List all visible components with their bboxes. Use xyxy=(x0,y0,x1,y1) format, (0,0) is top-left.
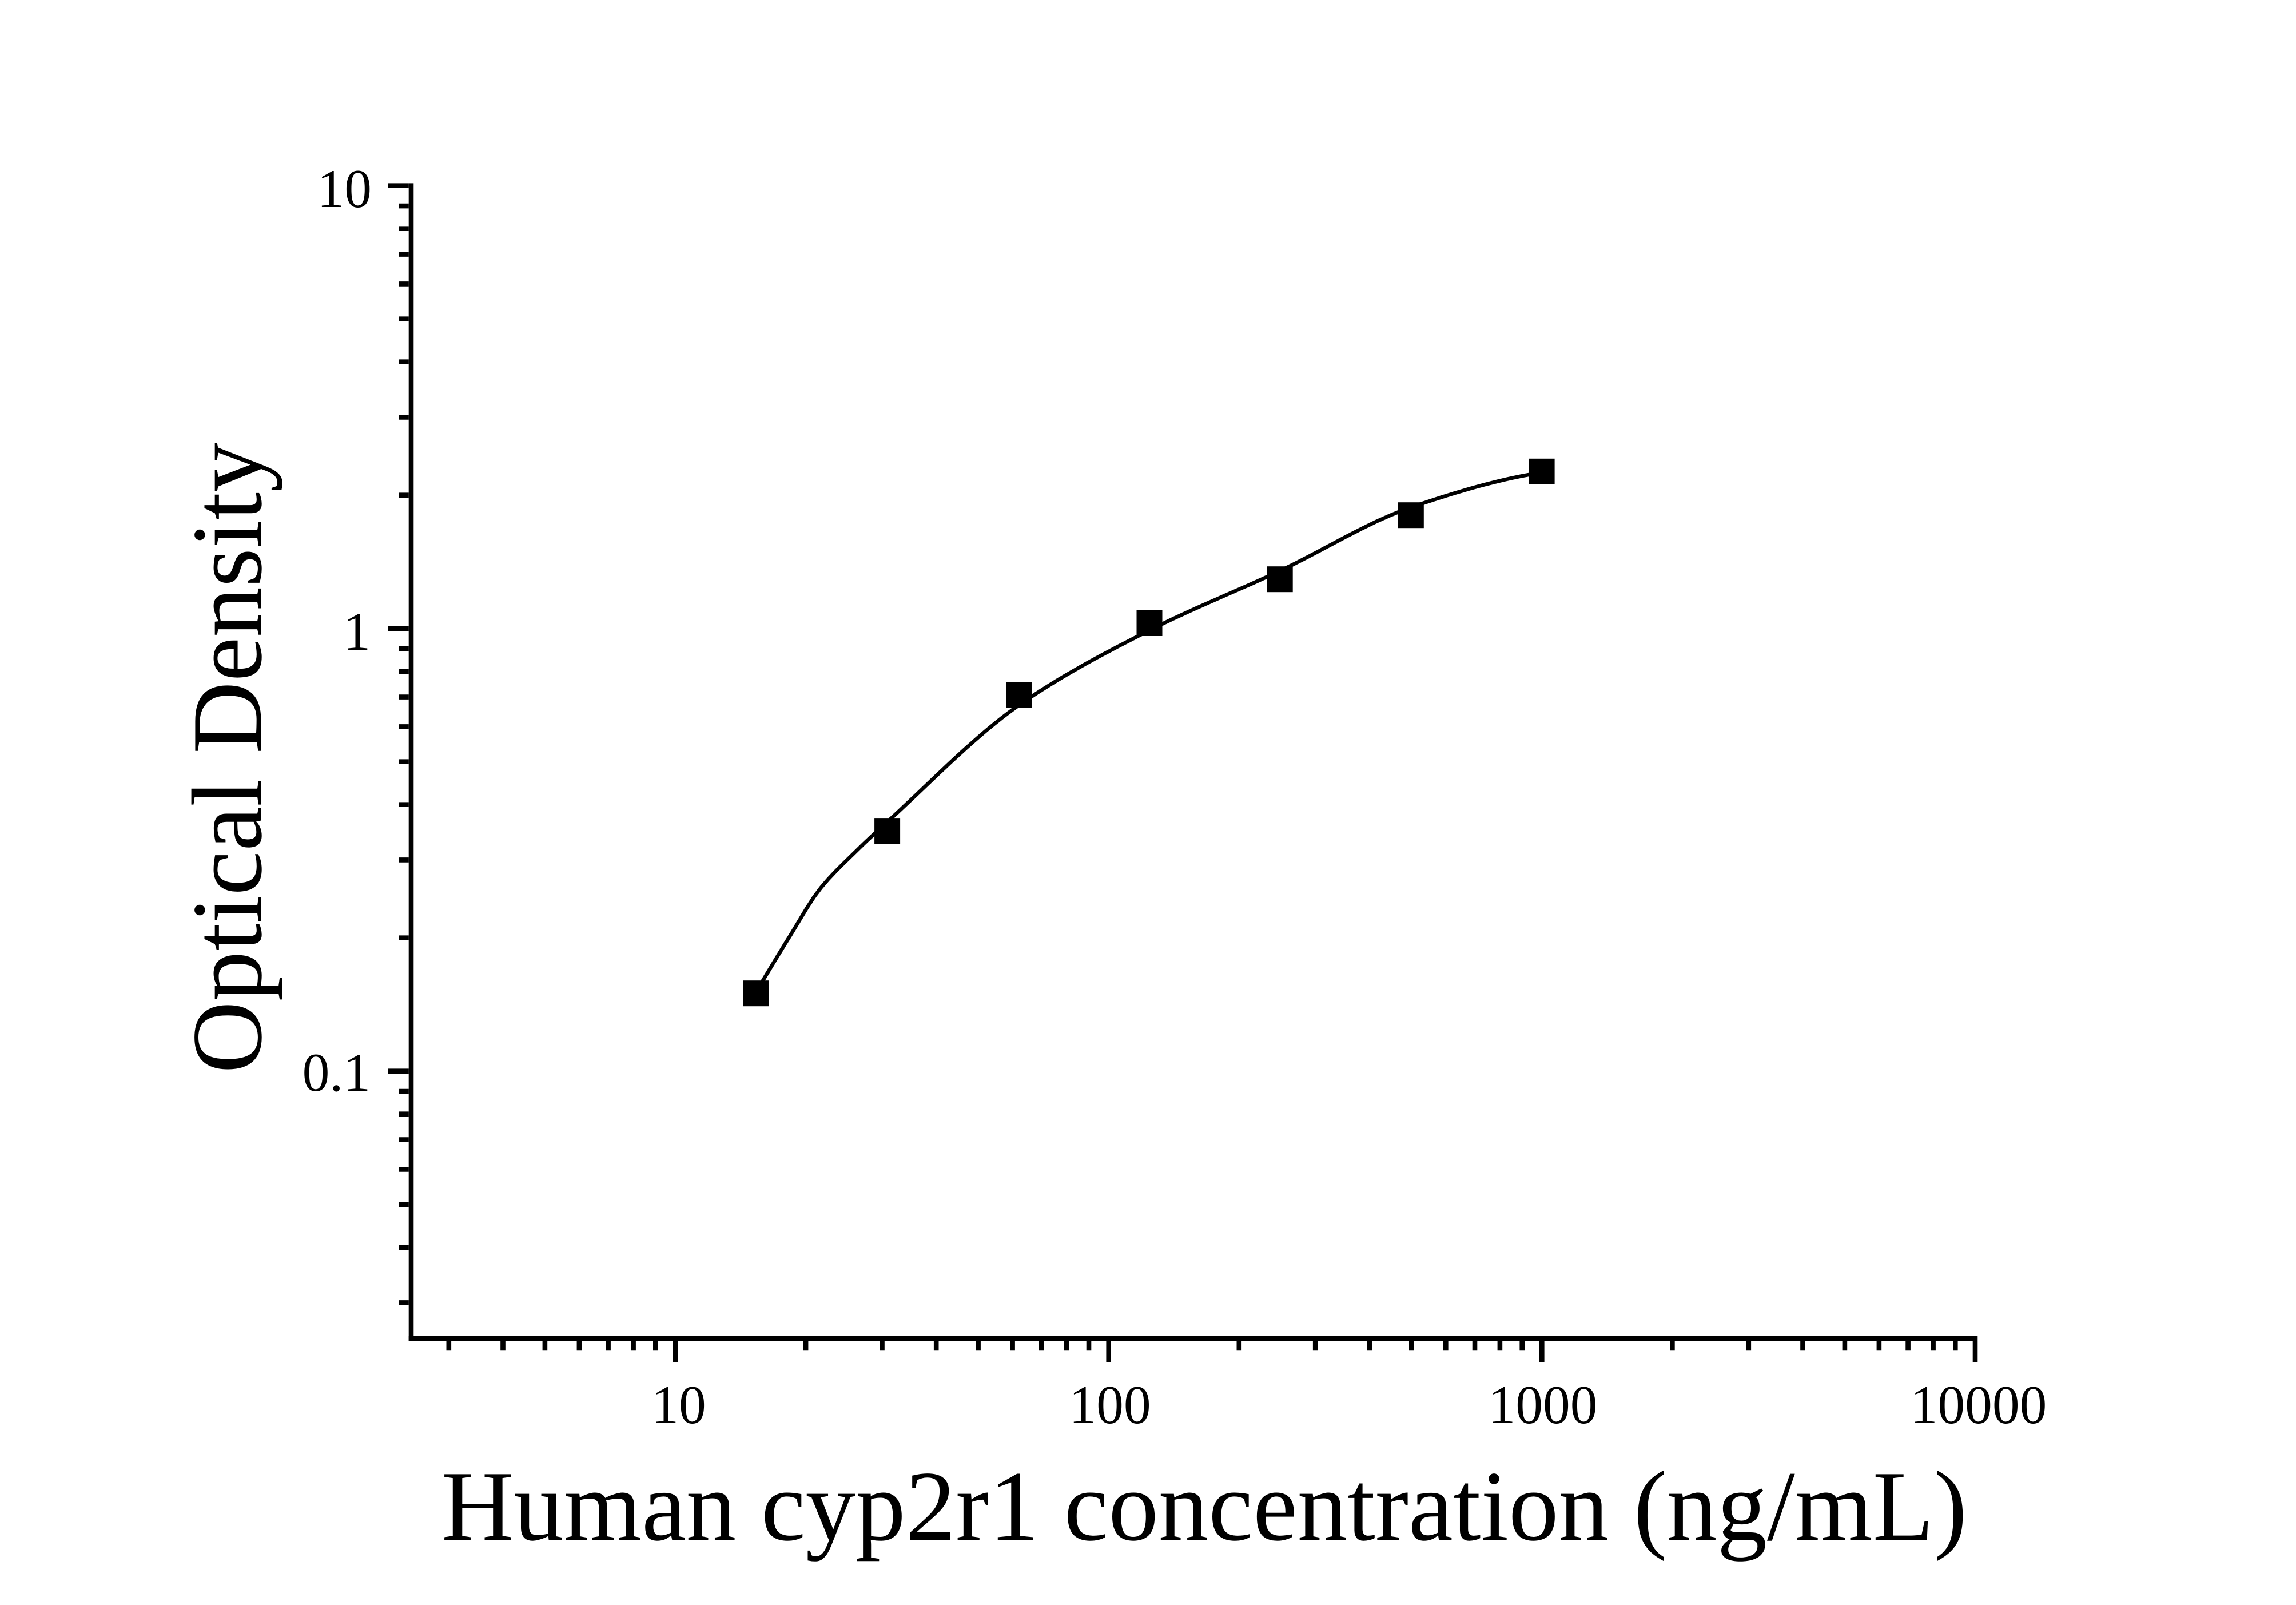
svg-text:10: 10 xyxy=(651,1374,706,1435)
svg-text:Optical Density: Optical Density xyxy=(172,442,282,1073)
svg-text:100: 100 xyxy=(1069,1374,1151,1435)
svg-text:0.1: 0.1 xyxy=(303,1042,371,1103)
svg-text:10: 10 xyxy=(317,158,372,219)
svg-text:1000: 1000 xyxy=(1489,1374,1598,1435)
svg-text:Human cyp2r1 concentration (ng: Human cyp2r1 concentration (ng/mL) xyxy=(441,1451,1967,1562)
svg-text:1: 1 xyxy=(343,601,371,662)
svg-text:10000: 10000 xyxy=(1911,1374,2047,1435)
